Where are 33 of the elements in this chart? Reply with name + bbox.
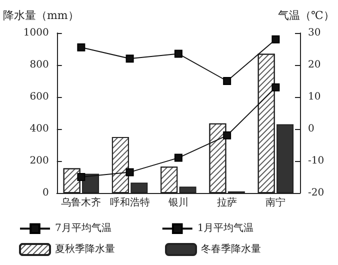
legend-label: 7月平均气温 [55,222,112,234]
x-tick-label: 南宁 [266,196,286,208]
y-tick-label: 800 [30,60,49,70]
point [126,54,134,63]
point [77,173,86,181]
y2-axis-title: 气温（℃） [278,9,334,22]
y2-tick-label: 10 [308,92,321,102]
y2-tick-label: 30 [308,28,321,38]
y-tick-label: 200 [30,156,49,166]
point [77,43,86,52]
y-tick-label: 1000 [23,28,49,38]
legend-label: 冬春季降水量 [201,243,261,255]
legend-label: 1月平均气温 [197,222,254,234]
point [272,83,280,92]
x-tick-label: 拉萨 [217,196,238,208]
y2-tick-label: -10 [308,156,324,166]
y-tick-label: 0 [42,188,49,198]
point [272,35,280,44]
y2-tick-label: 0 [308,124,314,134]
legend-label: 夏秋季降水量 [55,243,115,255]
point [126,168,134,176]
y-tick-label: 400 [30,124,49,134]
y2-tick-label: -20 [308,188,324,198]
y2-tick-label: 20 [308,60,321,70]
point [223,131,232,140]
point [174,154,182,162]
point [223,77,232,85]
x-tick-label: 银川 [167,196,188,208]
y-axis-title: 降水量（mm） [2,9,79,22]
point [174,50,182,58]
x-tick-label: 乌鲁木齐 [61,196,102,208]
x-tick-label: 呼和浩特 [110,196,150,208]
y-tick-label: 600 [30,92,49,102]
